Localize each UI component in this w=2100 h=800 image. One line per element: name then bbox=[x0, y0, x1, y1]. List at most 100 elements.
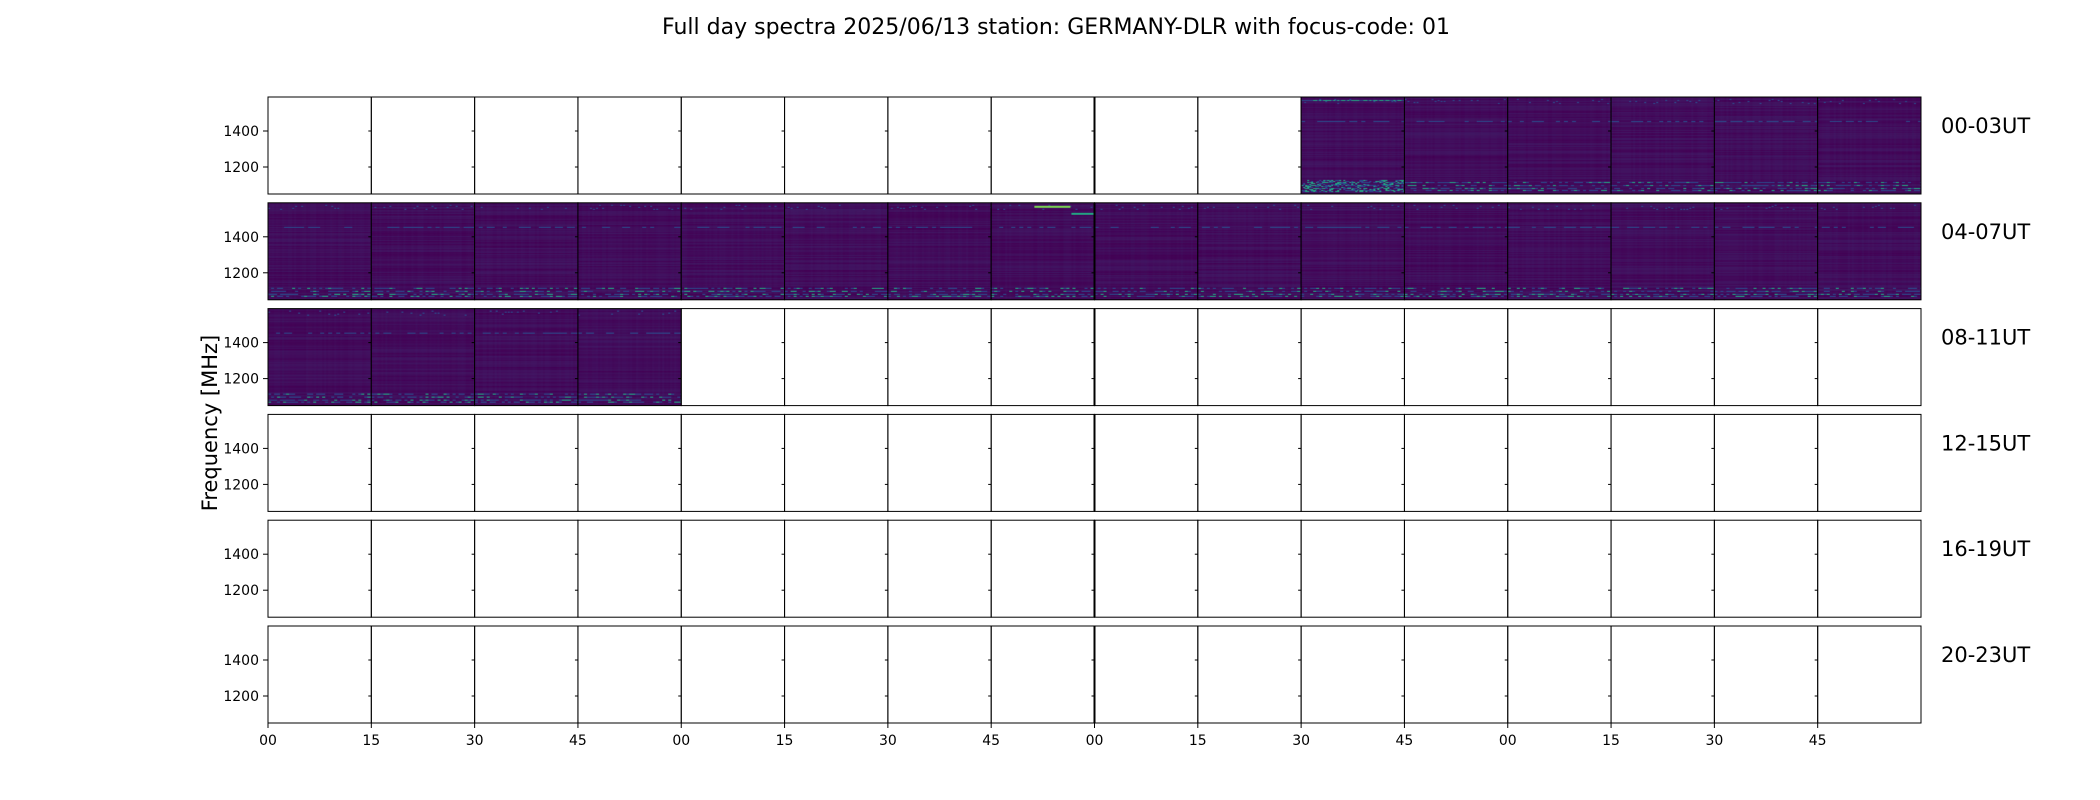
y-tick-label: 1200 bbox=[223, 583, 259, 599]
spectrogram-panel bbox=[577, 202, 682, 300]
panel-frame bbox=[1507, 519, 1612, 618]
panel-frame bbox=[1197, 308, 1302, 407]
panel-frame bbox=[887, 96, 992, 195]
panel-frame bbox=[1507, 413, 1612, 512]
spectrogram-panel bbox=[784, 202, 888, 300]
spectrogram-panel bbox=[1611, 97, 1715, 194]
x-tick-label: 45 bbox=[1809, 733, 1827, 749]
panel-frame bbox=[784, 96, 889, 195]
row-label: 20-23UT bbox=[1941, 643, 2030, 667]
spectrogram-panel bbox=[1197, 202, 1302, 300]
spectra-row: 1400 1200 12-15UT bbox=[223, 413, 2030, 512]
panel-frame bbox=[887, 625, 992, 724]
y-tick-label: 1200 bbox=[223, 266, 259, 282]
spectrogram-panel bbox=[1094, 202, 1198, 300]
spectrogram-panel bbox=[1817, 202, 1921, 300]
panel-frame bbox=[887, 519, 992, 618]
spectra-row: 1400 1200 20-23UT bbox=[223, 625, 2030, 724]
spectrogram-panel bbox=[1507, 97, 1612, 194]
panel-frame bbox=[1713, 519, 1819, 618]
spectrogram-panel bbox=[991, 202, 1095, 300]
spectrogram-panel bbox=[268, 202, 372, 300]
panel-frame bbox=[680, 519, 786, 618]
panel-frame bbox=[784, 413, 889, 512]
x-tick-label: 00 bbox=[1499, 733, 1517, 749]
y-axis-label: Frequency [MHz] bbox=[198, 335, 222, 511]
panel-frame bbox=[1403, 625, 1509, 724]
y-tick-label: 1400 bbox=[223, 230, 259, 246]
y-tick-label: 1200 bbox=[223, 372, 259, 388]
x-tick-label: 15 bbox=[776, 733, 794, 749]
panel-frame bbox=[1610, 519, 1715, 618]
panel-frame bbox=[577, 96, 682, 195]
panel-frame bbox=[1094, 519, 1199, 618]
panel-frame bbox=[680, 96, 786, 195]
panel-frame bbox=[990, 308, 1095, 407]
y-tick-label: 1400 bbox=[223, 653, 259, 669]
panel-frame bbox=[680, 308, 786, 407]
x-tick-label: 30 bbox=[466, 733, 484, 749]
spectra-row: 1400 1200 00-03UT bbox=[223, 96, 2030, 195]
row-label: 04-07UT bbox=[1941, 220, 2030, 244]
panel-frame bbox=[990, 413, 1095, 512]
x-tick-label: 15 bbox=[1602, 733, 1620, 749]
panel-frame bbox=[1300, 308, 1405, 407]
panel-frame bbox=[1610, 413, 1715, 512]
panel-frame bbox=[1817, 413, 1922, 512]
x-tick-label: 00 bbox=[259, 733, 277, 749]
panel-frame bbox=[680, 413, 786, 512]
panel-frame bbox=[680, 625, 786, 724]
panel-frame bbox=[1817, 519, 1922, 618]
spectrogram-panel bbox=[371, 202, 475, 300]
spectrogram-panel bbox=[1714, 202, 1818, 300]
panel-frame bbox=[887, 308, 992, 407]
spectrogram-panel bbox=[1817, 97, 1921, 194]
panel-frame bbox=[1610, 308, 1715, 407]
panel-frame bbox=[1507, 308, 1612, 407]
panel-frame bbox=[990, 625, 1095, 724]
x-tick-label: 45 bbox=[569, 733, 587, 749]
panel-frame bbox=[1197, 519, 1302, 618]
row-label: 08-11UT bbox=[1941, 326, 2030, 350]
panel-frame bbox=[1817, 202, 1922, 301]
panel-frame bbox=[1197, 625, 1302, 724]
panel-frame bbox=[1817, 96, 1922, 195]
panel-frame bbox=[370, 625, 476, 724]
x-axis-ticks: 00 15 30 45 00 15 30 45 00 15 30 45 00 15 30 45 bbox=[259, 723, 1827, 749]
spectrogram-panel bbox=[887, 202, 992, 300]
spectrogram-panel bbox=[371, 308, 475, 406]
x-tick-label: 00 bbox=[672, 733, 690, 749]
panel-frame bbox=[267, 519, 372, 618]
panel-frame bbox=[1094, 625, 1199, 724]
panel-frame bbox=[990, 96, 1095, 195]
x-tick-label: 45 bbox=[982, 733, 1000, 749]
panel-frame bbox=[1817, 625, 1922, 724]
panel-frame bbox=[1300, 413, 1405, 512]
panel-frame bbox=[784, 308, 889, 407]
spectrogram-panel bbox=[268, 308, 372, 406]
spectra-row: 1400 1200 16-19UT bbox=[223, 519, 2030, 618]
spectrogram-panel bbox=[1507, 202, 1612, 300]
panel-frame bbox=[577, 625, 682, 724]
spectrogram-panel bbox=[681, 202, 785, 300]
y-tick-label: 1400 bbox=[223, 547, 259, 563]
x-tick-label: 45 bbox=[1396, 733, 1414, 749]
panel-frame bbox=[887, 413, 992, 512]
spectra-rows: 1400 1200 00-03UT 1400 1200 04-07UT 1400 1200 08… bbox=[223, 96, 2030, 724]
x-tick-label: 15 bbox=[1189, 733, 1207, 749]
panel-frame bbox=[1403, 519, 1509, 618]
row-label: 00-03UT bbox=[1941, 114, 2030, 138]
panel-frame bbox=[267, 413, 372, 512]
x-tick-label: 00 bbox=[1086, 733, 1104, 749]
panel-frame bbox=[1094, 96, 1199, 195]
panel-frame bbox=[1817, 308, 1922, 407]
x-tick-label: 30 bbox=[1292, 733, 1310, 749]
panel-frame bbox=[784, 519, 889, 618]
y-tick-label: 1200 bbox=[223, 477, 259, 493]
spectrogram-panel bbox=[474, 202, 578, 300]
spectra-row: 1400 1200 04-07UT bbox=[223, 202, 2030, 301]
panel-frame bbox=[267, 625, 372, 724]
panel-frame bbox=[1507, 625, 1612, 724]
spectrogram-panel bbox=[577, 308, 682, 406]
